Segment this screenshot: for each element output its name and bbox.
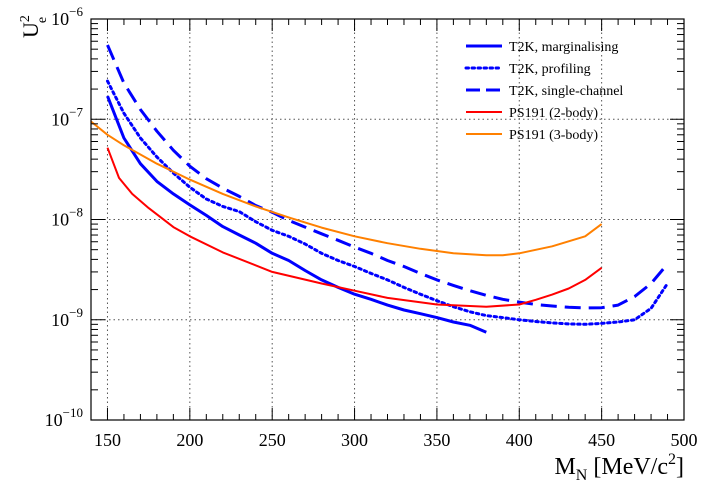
grid-layer xyxy=(91,19,684,420)
legend-label-4: PS191 (3-body) xyxy=(509,128,598,143)
y-tick-exponent: −6 xyxy=(69,4,83,19)
x-tick-label: 350 xyxy=(423,430,450,450)
y-tick-exponent: −7 xyxy=(69,104,83,119)
y-tick-base: 10 xyxy=(51,109,69,129)
legend-label-3: PS191 (2-body) xyxy=(509,106,598,121)
legend-label-1: T2K, profiling xyxy=(509,62,591,77)
tick-layer: 150 200 250 300 350 400 450 50010−1010−910−810−… xyxy=(45,4,698,450)
y-tick-base: 10 xyxy=(51,310,69,330)
x-axis-title: MN [MeV/c2] xyxy=(554,451,684,484)
x-tick-label: 200 xyxy=(176,430,203,450)
legend: T2K, marginalising T2K, profiling T2K, sin… xyxy=(464,40,623,143)
x-tick-label: 500 xyxy=(671,430,698,450)
y-tick-exponent: −9 xyxy=(69,305,83,320)
y-tick-exponent: −8 xyxy=(69,205,83,220)
x-tick-label: 450 xyxy=(588,430,615,450)
y-tick-label: 10−9 xyxy=(51,305,83,330)
x-tick-label: 150 xyxy=(94,430,121,450)
y-tick-base: 10 xyxy=(51,210,69,230)
x-axis-title-unit-sup: 2 xyxy=(668,451,676,468)
x-tick-label: 250 xyxy=(259,430,286,450)
series-line-2 xyxy=(106,44,669,310)
y-tick-label: 10−8 xyxy=(51,205,83,230)
legend-label-0: T2K, marginalising xyxy=(509,40,618,55)
y-axis-title-main: U xyxy=(18,22,43,38)
y-tick-base: 10 xyxy=(45,410,63,430)
x-axis-title-main: M xyxy=(554,454,575,480)
x-axis-title-unit-prefix: [MeV/c xyxy=(587,454,668,480)
series-line-4 xyxy=(90,120,603,257)
y-tick-base: 10 xyxy=(51,9,69,29)
x-axis-title-sub: N xyxy=(576,467,588,484)
series-line-3 xyxy=(106,147,603,308)
x-tick-label: 300 xyxy=(341,430,368,450)
y-axis-title-sub: e xyxy=(35,17,50,23)
y-tick-label: 10−7 xyxy=(51,104,83,129)
y-axis-title-sup: 2 xyxy=(18,15,33,22)
series-line-1 xyxy=(106,79,669,326)
y-axis-title: U2 e xyxy=(18,15,50,38)
y-tick-exponent: −10 xyxy=(63,405,83,420)
y-tick-label: 10−6 xyxy=(51,4,83,29)
series-layer xyxy=(90,44,669,334)
x-tick-label: 400 xyxy=(506,430,533,450)
x-axis-title-unit-suffix: ] xyxy=(676,454,684,480)
y-tick-label: 10−10 xyxy=(45,405,83,430)
legend-label-2: T2K, single-channel xyxy=(509,84,623,99)
series-line-0 xyxy=(106,95,487,334)
